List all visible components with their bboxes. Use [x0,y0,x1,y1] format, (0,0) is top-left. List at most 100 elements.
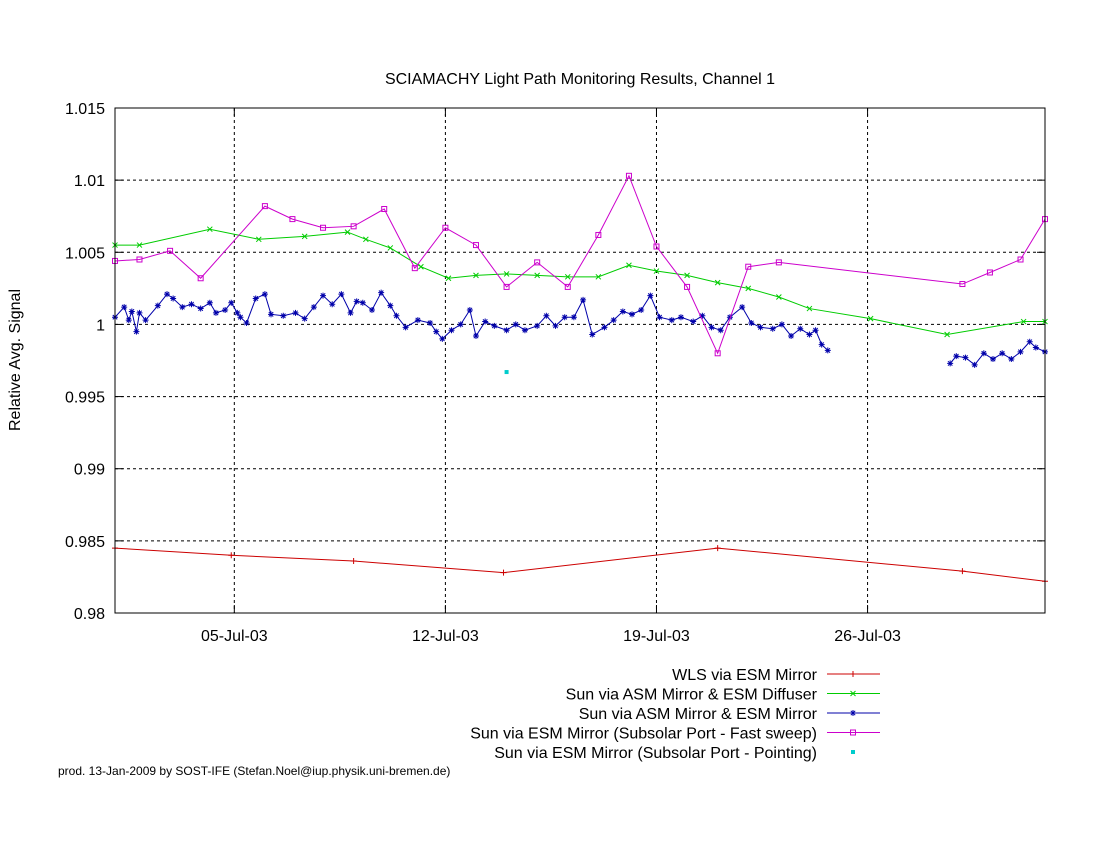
data-point [381,206,388,212]
marker-stroke [228,299,235,306]
marker-stroke [197,305,204,312]
data-point [433,328,440,335]
data-point [580,296,587,303]
marker-stroke [619,308,626,315]
marker-stroke [570,314,577,321]
data-point [167,247,174,254]
data-point [806,305,813,312]
marker-stroke [344,229,351,235]
marker-stroke [521,327,528,334]
marker-stroke [850,690,856,697]
plot-frame [114,107,1046,614]
data-point [234,309,241,316]
marker-stroke [206,299,213,306]
series [504,370,509,375]
data-point [154,302,161,309]
data-point [301,233,308,240]
data-point [1017,256,1024,263]
data-point [708,324,715,331]
data-point [439,335,446,342]
data-point [629,311,636,318]
series-line [114,291,829,351]
data-point [867,315,874,322]
series [112,172,1048,357]
marker-stroke [580,296,587,303]
data-point [757,324,764,331]
data-point [411,265,418,272]
marker-stroke [212,309,219,316]
data-point [500,569,507,576]
data-point [136,309,143,316]
marker-stroke [301,233,308,240]
data-point [142,317,149,324]
x-tick-label: 05-Jul-03 [201,628,268,645]
data-point [320,292,327,299]
data-point [962,354,969,361]
x-tick-label: 26-Jul-03 [834,628,901,645]
data-point [427,319,434,326]
data-point [472,332,479,339]
marker-stroke [368,307,375,313]
marker-stroke [534,259,541,266]
marker-stroke [953,353,960,360]
data-point [543,312,550,319]
data-point [714,279,721,286]
data-point [647,292,654,299]
data-point [338,291,345,298]
marker-stroke [289,216,296,223]
data-point [466,307,473,313]
data-point [320,224,327,231]
marker-stroke [778,321,785,328]
marker-stroke [610,317,617,324]
data-point [228,299,235,306]
marker-stroke [757,324,764,331]
data-point [552,322,559,329]
data-point [959,568,966,575]
marker-stroke [677,314,684,321]
legend-label: Sun via ASM Mirror & ESM Diffuser [566,687,818,704]
data-point [953,353,960,360]
data-point [745,263,752,270]
legend-label: WLS via ESM Mirror [672,667,818,684]
data-point [268,311,275,318]
marker-stroke [989,356,996,363]
marker-stroke [850,729,856,736]
data-point [656,314,663,321]
x-tick-label: 19-Jul-03 [623,628,690,645]
series [112,226,1048,338]
marker-stroke [121,304,128,311]
marker-stroke [534,322,541,329]
legend-item: Sun via ESM Mirror (Subsolar Port - Poin… [494,745,855,762]
marker-stroke [850,710,856,716]
marker-stroke [601,324,608,331]
data-point [228,552,235,559]
series-line [115,228,1045,336]
legend-marker [851,750,855,754]
marker-stroke [228,552,235,559]
marker-stroke [170,295,177,302]
data-point [503,283,510,290]
series [112,545,1048,585]
legend-item: Sun via ASM Mirror & ESM Diffuser [566,687,880,704]
marker-stroke [448,327,455,334]
data-point [197,305,204,312]
marker-stroke [167,247,174,254]
data-point [350,223,357,230]
data-point [353,298,360,305]
data-point [775,294,782,300]
data-point [402,324,409,331]
data-point [387,302,394,309]
marker-stroke [775,294,782,300]
marker-stroke [261,291,268,298]
marker-stroke [739,304,746,311]
data-point [739,304,746,311]
marker-stroke [806,331,813,338]
marker-stroke [959,281,966,288]
data-point [261,291,268,298]
data-point [626,262,632,269]
marker-stroke [359,299,366,306]
data-point [677,314,684,321]
marker-stroke [353,298,360,305]
data-point [393,312,400,319]
